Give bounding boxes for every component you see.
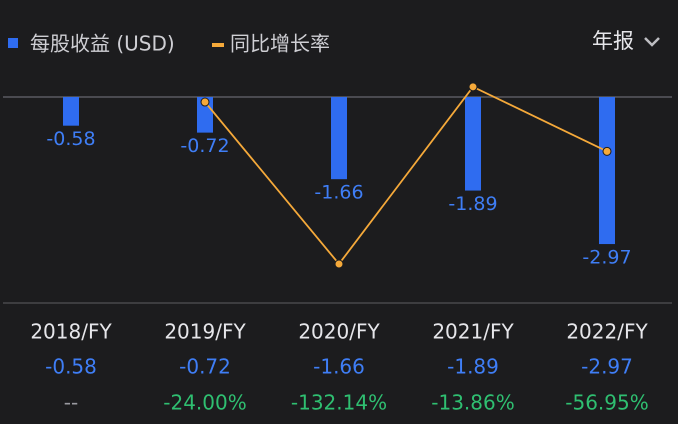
growth-value: -13.86% xyxy=(431,391,514,415)
bar xyxy=(63,96,79,126)
eps-value: -0.72 xyxy=(179,355,231,379)
bar xyxy=(331,96,347,180)
category-label: 2018/FY xyxy=(30,320,112,344)
growth-point xyxy=(468,82,478,92)
bar xyxy=(599,96,615,245)
legend-label: 同比增长率 xyxy=(230,32,330,56)
dropdown-chevron[interactable] xyxy=(644,37,660,47)
bar xyxy=(465,96,481,191)
category-label: 2020/FY xyxy=(298,320,380,344)
eps-value: -1.66 xyxy=(313,355,365,379)
growth-value: -24.00% xyxy=(163,391,246,415)
eps-value: -2.97 xyxy=(581,355,633,379)
growth-value: -- xyxy=(64,391,78,415)
growth-value: -56.95% xyxy=(565,391,648,415)
growth-point xyxy=(334,259,344,269)
growth-point xyxy=(200,97,210,107)
eps-value: -1.89 xyxy=(447,355,499,379)
legend-swatch xyxy=(8,38,18,48)
period-selector[interactable]: 年报 xyxy=(592,29,634,53)
growth-line xyxy=(204,85,608,266)
category-label: 2022/FY xyxy=(566,320,648,344)
bar-value-label: -1.66 xyxy=(314,182,363,204)
legend-swatch xyxy=(212,43,224,47)
category-label: 2021/FY xyxy=(432,320,514,344)
legend-label: 每股收益 (USD) xyxy=(30,32,175,56)
category-label: 2019/FY xyxy=(164,320,246,344)
bar-value-label: -2.97 xyxy=(582,247,631,269)
growth-value: -132.14% xyxy=(291,391,387,415)
bar-value-label: -1.89 xyxy=(448,193,497,215)
bar-value-label: -0.72 xyxy=(180,135,229,157)
eps-value: -0.58 xyxy=(45,355,97,379)
bar-value-label: -0.58 xyxy=(46,128,95,150)
growth-point xyxy=(602,146,612,156)
